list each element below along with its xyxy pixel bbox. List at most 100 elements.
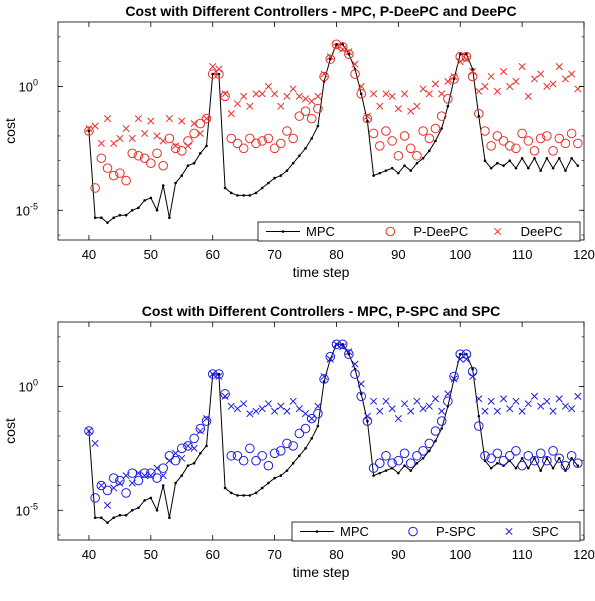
legend: MPC P-DeePC DeePC [257, 221, 581, 242]
data-point [376, 407, 384, 415]
data-point [511, 143, 521, 154]
data-point [207, 69, 218, 79]
data-point [382, 397, 390, 405]
data-point [356, 391, 367, 402]
axes-box [57, 321, 585, 541]
data-point [561, 402, 569, 410]
data-point [543, 397, 551, 405]
data-point [320, 70, 328, 78]
data-point [257, 136, 268, 146]
data-point [232, 450, 243, 461]
data-point [409, 169, 413, 172]
data-point [474, 421, 484, 431]
series-p-spc [84, 339, 583, 503]
data-point [316, 124, 320, 128]
data-point [350, 369, 360, 379]
series-line [88, 43, 579, 224]
data-point [106, 221, 109, 224]
data-point [511, 446, 521, 456]
data-point [430, 426, 441, 436]
data-point [427, 449, 431, 453]
data-point [116, 479, 124, 487]
data-point [542, 455, 552, 466]
data-point [96, 480, 107, 491]
data-point [236, 494, 239, 497]
plot-area [84, 39, 583, 224]
data-point [372, 474, 375, 477]
data-point [561, 75, 569, 83]
data-point [252, 407, 260, 415]
data-point [381, 450, 391, 461]
data-point [147, 117, 155, 125]
data-point [100, 516, 103, 520]
x-tick-label: 40 [82, 247, 96, 262]
data-point [289, 85, 297, 93]
data-point [418, 446, 428, 456]
data-point [339, 343, 347, 351]
data-point [537, 70, 545, 78]
data-point [223, 486, 227, 490]
data-point [344, 349, 354, 360]
data-point [393, 455, 404, 466]
data-point [174, 181, 177, 185]
data-point [533, 156, 536, 160]
data-point [184, 142, 192, 150]
data-point [502, 164, 505, 167]
data-point [165, 115, 173, 123]
data-point [535, 133, 546, 144]
data-point [438, 407, 446, 415]
legend-label: P-SPC [436, 524, 476, 539]
data-point [434, 139, 437, 143]
data-point [215, 372, 223, 381]
data-point [283, 92, 291, 100]
data-point [527, 166, 530, 170]
data-point [366, 419, 369, 423]
series-deepc [85, 43, 582, 150]
data-point [93, 216, 97, 220]
data-point [245, 443, 255, 454]
data-point [545, 156, 549, 160]
data-point [415, 461, 419, 465]
data-point [465, 352, 468, 356]
data-point [85, 124, 93, 133]
data-point [118, 513, 122, 517]
data-point [557, 456, 561, 460]
axes-box [57, 21, 585, 241]
data-point [570, 156, 573, 160]
data-point [211, 72, 215, 76]
data-point [504, 141, 515, 151]
data-point [246, 102, 254, 110]
legend-item-deepc: DeePC [494, 224, 563, 239]
series-spc [85, 340, 582, 509]
data-point [242, 194, 245, 197]
data-point [421, 156, 425, 160]
data-point [238, 143, 249, 154]
data-point [170, 143, 181, 154]
data-point [421, 456, 425, 460]
data-point [168, 516, 171, 520]
data-point [368, 463, 379, 473]
legend-marker [385, 226, 396, 237]
y-tick-label: 100 [19, 77, 38, 94]
data-point [233, 100, 242, 108]
data-point [310, 137, 314, 140]
data-point [314, 402, 322, 410]
data-point [517, 128, 527, 139]
data-point [143, 499, 146, 502]
data-point [388, 405, 396, 413]
data-point [387, 458, 397, 469]
data-point [399, 448, 410, 459]
data-point [397, 471, 400, 475]
data-point [419, 85, 427, 93]
data-point [489, 466, 493, 470]
data-point [486, 453, 496, 464]
data-point [223, 186, 227, 190]
x-tick-label: 60 [205, 247, 219, 262]
data-point [240, 92, 248, 100]
data-point [403, 164, 406, 167]
x-tick-label: 60 [205, 547, 219, 562]
x-axis-label: time step [293, 264, 350, 280]
data-point [93, 516, 97, 520]
data-point [103, 115, 112, 123]
